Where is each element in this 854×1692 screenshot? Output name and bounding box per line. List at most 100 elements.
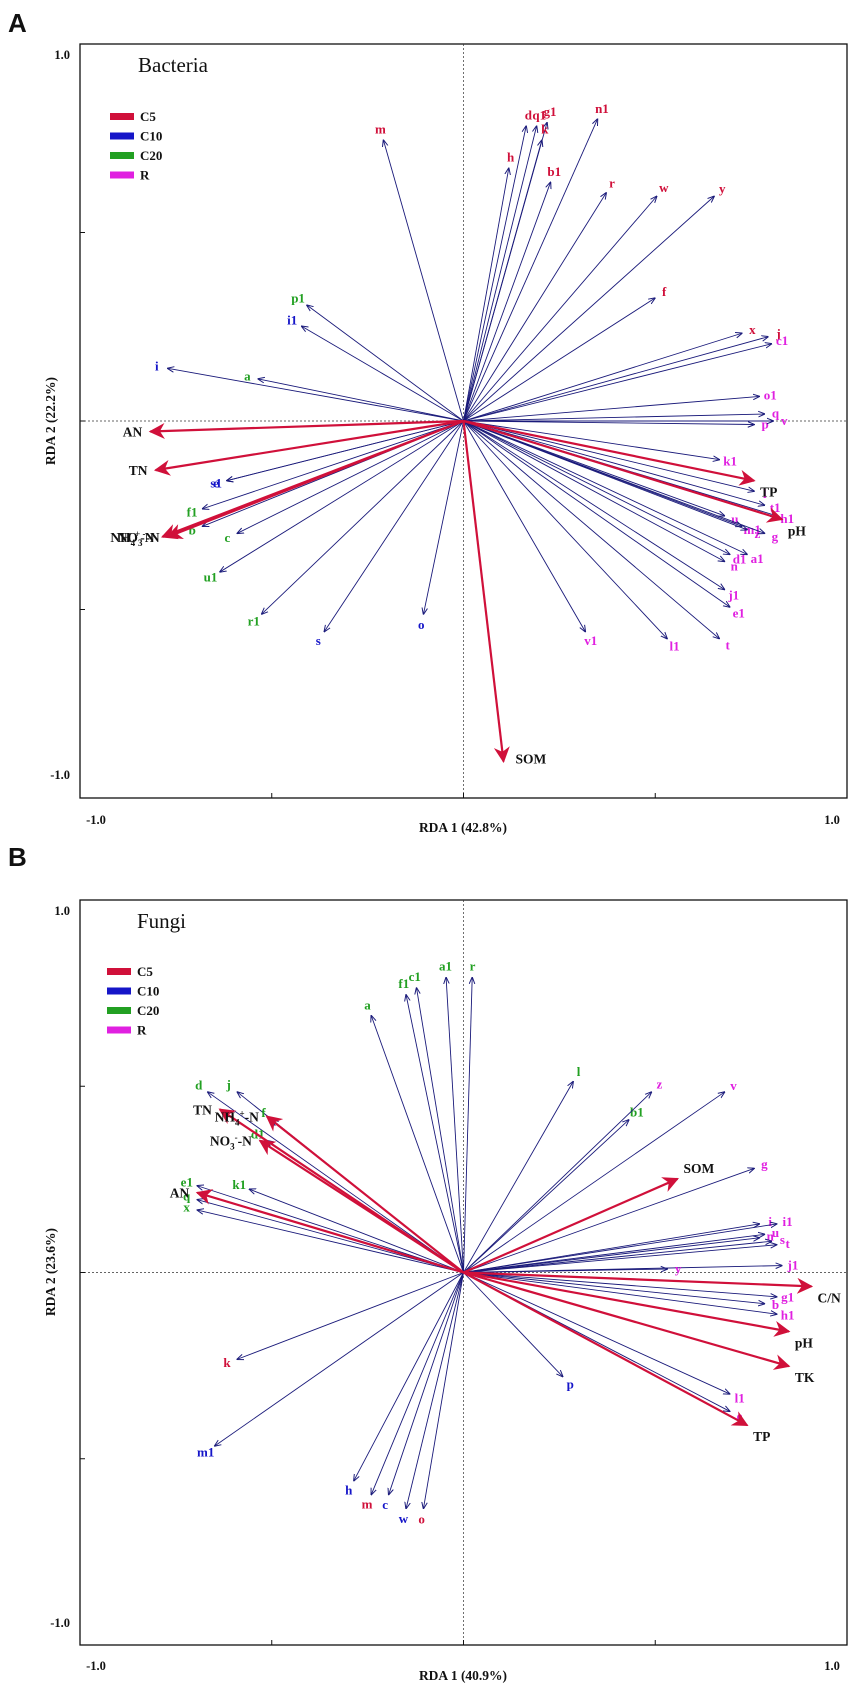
species-arrow-e1	[197, 1186, 464, 1273]
species-arrow-k1	[249, 1189, 464, 1273]
species-arrow-f1	[203, 420, 464, 509]
species-label-c: c	[225, 530, 231, 545]
legend-swatch-c5	[110, 113, 134, 120]
species-arrow-m1	[215, 1272, 464, 1447]
axis-ticks-b	[79, 899, 848, 1646]
species-label-k1: k1	[723, 453, 737, 468]
env-label-c-n: C/N	[818, 1290, 842, 1305]
species-arrow-a1	[446, 978, 464, 1273]
x-tick-max-a: 1.0	[824, 813, 840, 827]
species-label-m: m	[362, 1497, 373, 1512]
species-arrow-t	[463, 1245, 777, 1273]
species-arrow-l1	[463, 420, 668, 639]
species-arrow-o1	[463, 396, 760, 422]
species-label-i: i	[155, 358, 159, 373]
species-label-i1: i1	[783, 1214, 793, 1229]
x-tick-max-b: 1.0	[824, 1659, 840, 1673]
chart-title-b: Fungi	[137, 909, 186, 933]
species-label-a1: a1	[439, 959, 452, 974]
legend-b: C5 C10 C20 R	[107, 964, 159, 1038]
species-arrow-q1	[463, 126, 537, 422]
species-arrow-n	[463, 1238, 760, 1273]
species-label-z: z	[656, 1076, 662, 1091]
env-arrow-tn	[153, 419, 464, 476]
species-arrow-c1	[417, 988, 464, 1273]
species-label-f1: f1	[398, 976, 409, 991]
legend-label-c10: C10	[137, 984, 159, 999]
species-arrow-g	[463, 1168, 755, 1273]
species-label-b1: b1	[547, 164, 561, 179]
species-arrow-p	[463, 420, 755, 425]
species-label-r1: r1	[248, 614, 260, 629]
env-arrow-an	[148, 419, 464, 440]
y-tick-max-a: 1.0	[54, 48, 70, 62]
legend-label-c20: C20	[137, 1003, 159, 1018]
env-label-an: AN	[123, 425, 143, 440]
species-arrow-z	[463, 420, 748, 530]
env-arrow-nh4-n	[265, 1115, 465, 1274]
species-arrow-u	[463, 1234, 765, 1273]
species-label-u: u	[731, 512, 738, 527]
species-label-x: x	[183, 1200, 190, 1215]
species-label-y: y	[675, 1261, 682, 1276]
species-label-j1: j1	[786, 1257, 798, 1272]
species-arrow-m	[383, 140, 464, 422]
y-tick-min-a: -1.0	[50, 768, 70, 782]
species-arrow-j1	[463, 420, 725, 589]
env-arrow-nh4-n	[160, 419, 464, 540]
species-label-t: t	[785, 1236, 790, 1251]
legend-swatch-c10	[110, 132, 134, 140]
species-label-g1: g1	[781, 1290, 794, 1305]
species-arrow-t1	[463, 420, 765, 505]
species-label-u: u	[772, 1225, 779, 1240]
panel-letter-b: B	[8, 842, 27, 872]
species-arrow-d	[463, 126, 527, 422]
x-tick-min-b: -1.0	[86, 1659, 106, 1673]
legend-label-c5: C5	[137, 964, 153, 979]
species-arrow-r	[463, 978, 473, 1273]
legend-swatch-r	[110, 171, 134, 179]
species-label-v: v	[781, 413, 788, 428]
species-arrow-h	[354, 1272, 464, 1481]
species-arrow-s	[463, 1241, 772, 1273]
species-arrow-g1	[463, 1272, 777, 1297]
env-label-tp: TP	[760, 485, 777, 500]
species-label-c: c	[382, 1497, 388, 1512]
species-label-j1: j1	[727, 587, 739, 602]
species-label-l1: l1	[670, 639, 680, 654]
y-tick-min-b: -1.0	[50, 1616, 70, 1630]
species-label-n1: n1	[595, 101, 609, 116]
species-label-d: d	[525, 107, 533, 122]
species-arrow-a	[258, 379, 464, 422]
legend-label-r: R	[140, 168, 150, 183]
species-label-k: k	[541, 122, 549, 137]
species-arrow-y	[463, 196, 715, 422]
panel-a: A Bacteria 1.0 -1.0 -1.0 1.0 RDA 1 (42.8…	[8, 8, 848, 835]
species-arrow-n	[463, 420, 725, 561]
species-label-i: i	[768, 1214, 772, 1229]
species-label-g: g	[772, 529, 779, 544]
species-label-e1: e1	[181, 1174, 193, 1189]
x-axis-label-b: RDA 1 (40.9%)	[419, 1668, 507, 1683]
species-label-b: b	[772, 1297, 779, 1312]
chart-title-a: Bacteria	[138, 53, 209, 77]
species-arrow-g	[463, 420, 765, 533]
species-label-k1: k1	[232, 1177, 246, 1192]
species-label-z: z	[754, 526, 760, 541]
panel-letter-a: A	[8, 8, 27, 38]
species-arrow-q	[463, 414, 765, 422]
species-label-n: n	[767, 1229, 775, 1244]
species-label-n: n	[731, 559, 739, 574]
legend-swatch-c20	[107, 1007, 131, 1014]
species-arrow-w	[406, 1272, 464, 1509]
env-label-no3-n: NO3--N	[210, 1133, 252, 1152]
species-arrow-i1	[302, 326, 464, 422]
species-label-q: q	[183, 1189, 191, 1204]
species-label-l: l	[763, 486, 767, 501]
y-axis-label-a: RDA 2 (22.2%)	[43, 377, 58, 465]
species-label-c1: c1	[776, 333, 788, 348]
species-label-e1: e1	[733, 605, 745, 620]
species-label-v: v	[730, 1078, 737, 1093]
